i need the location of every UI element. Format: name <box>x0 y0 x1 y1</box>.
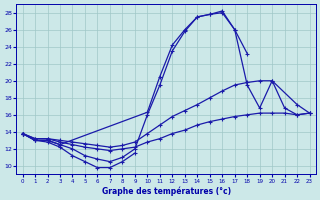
X-axis label: Graphe des températures (°c): Graphe des températures (°c) <box>101 186 231 196</box>
